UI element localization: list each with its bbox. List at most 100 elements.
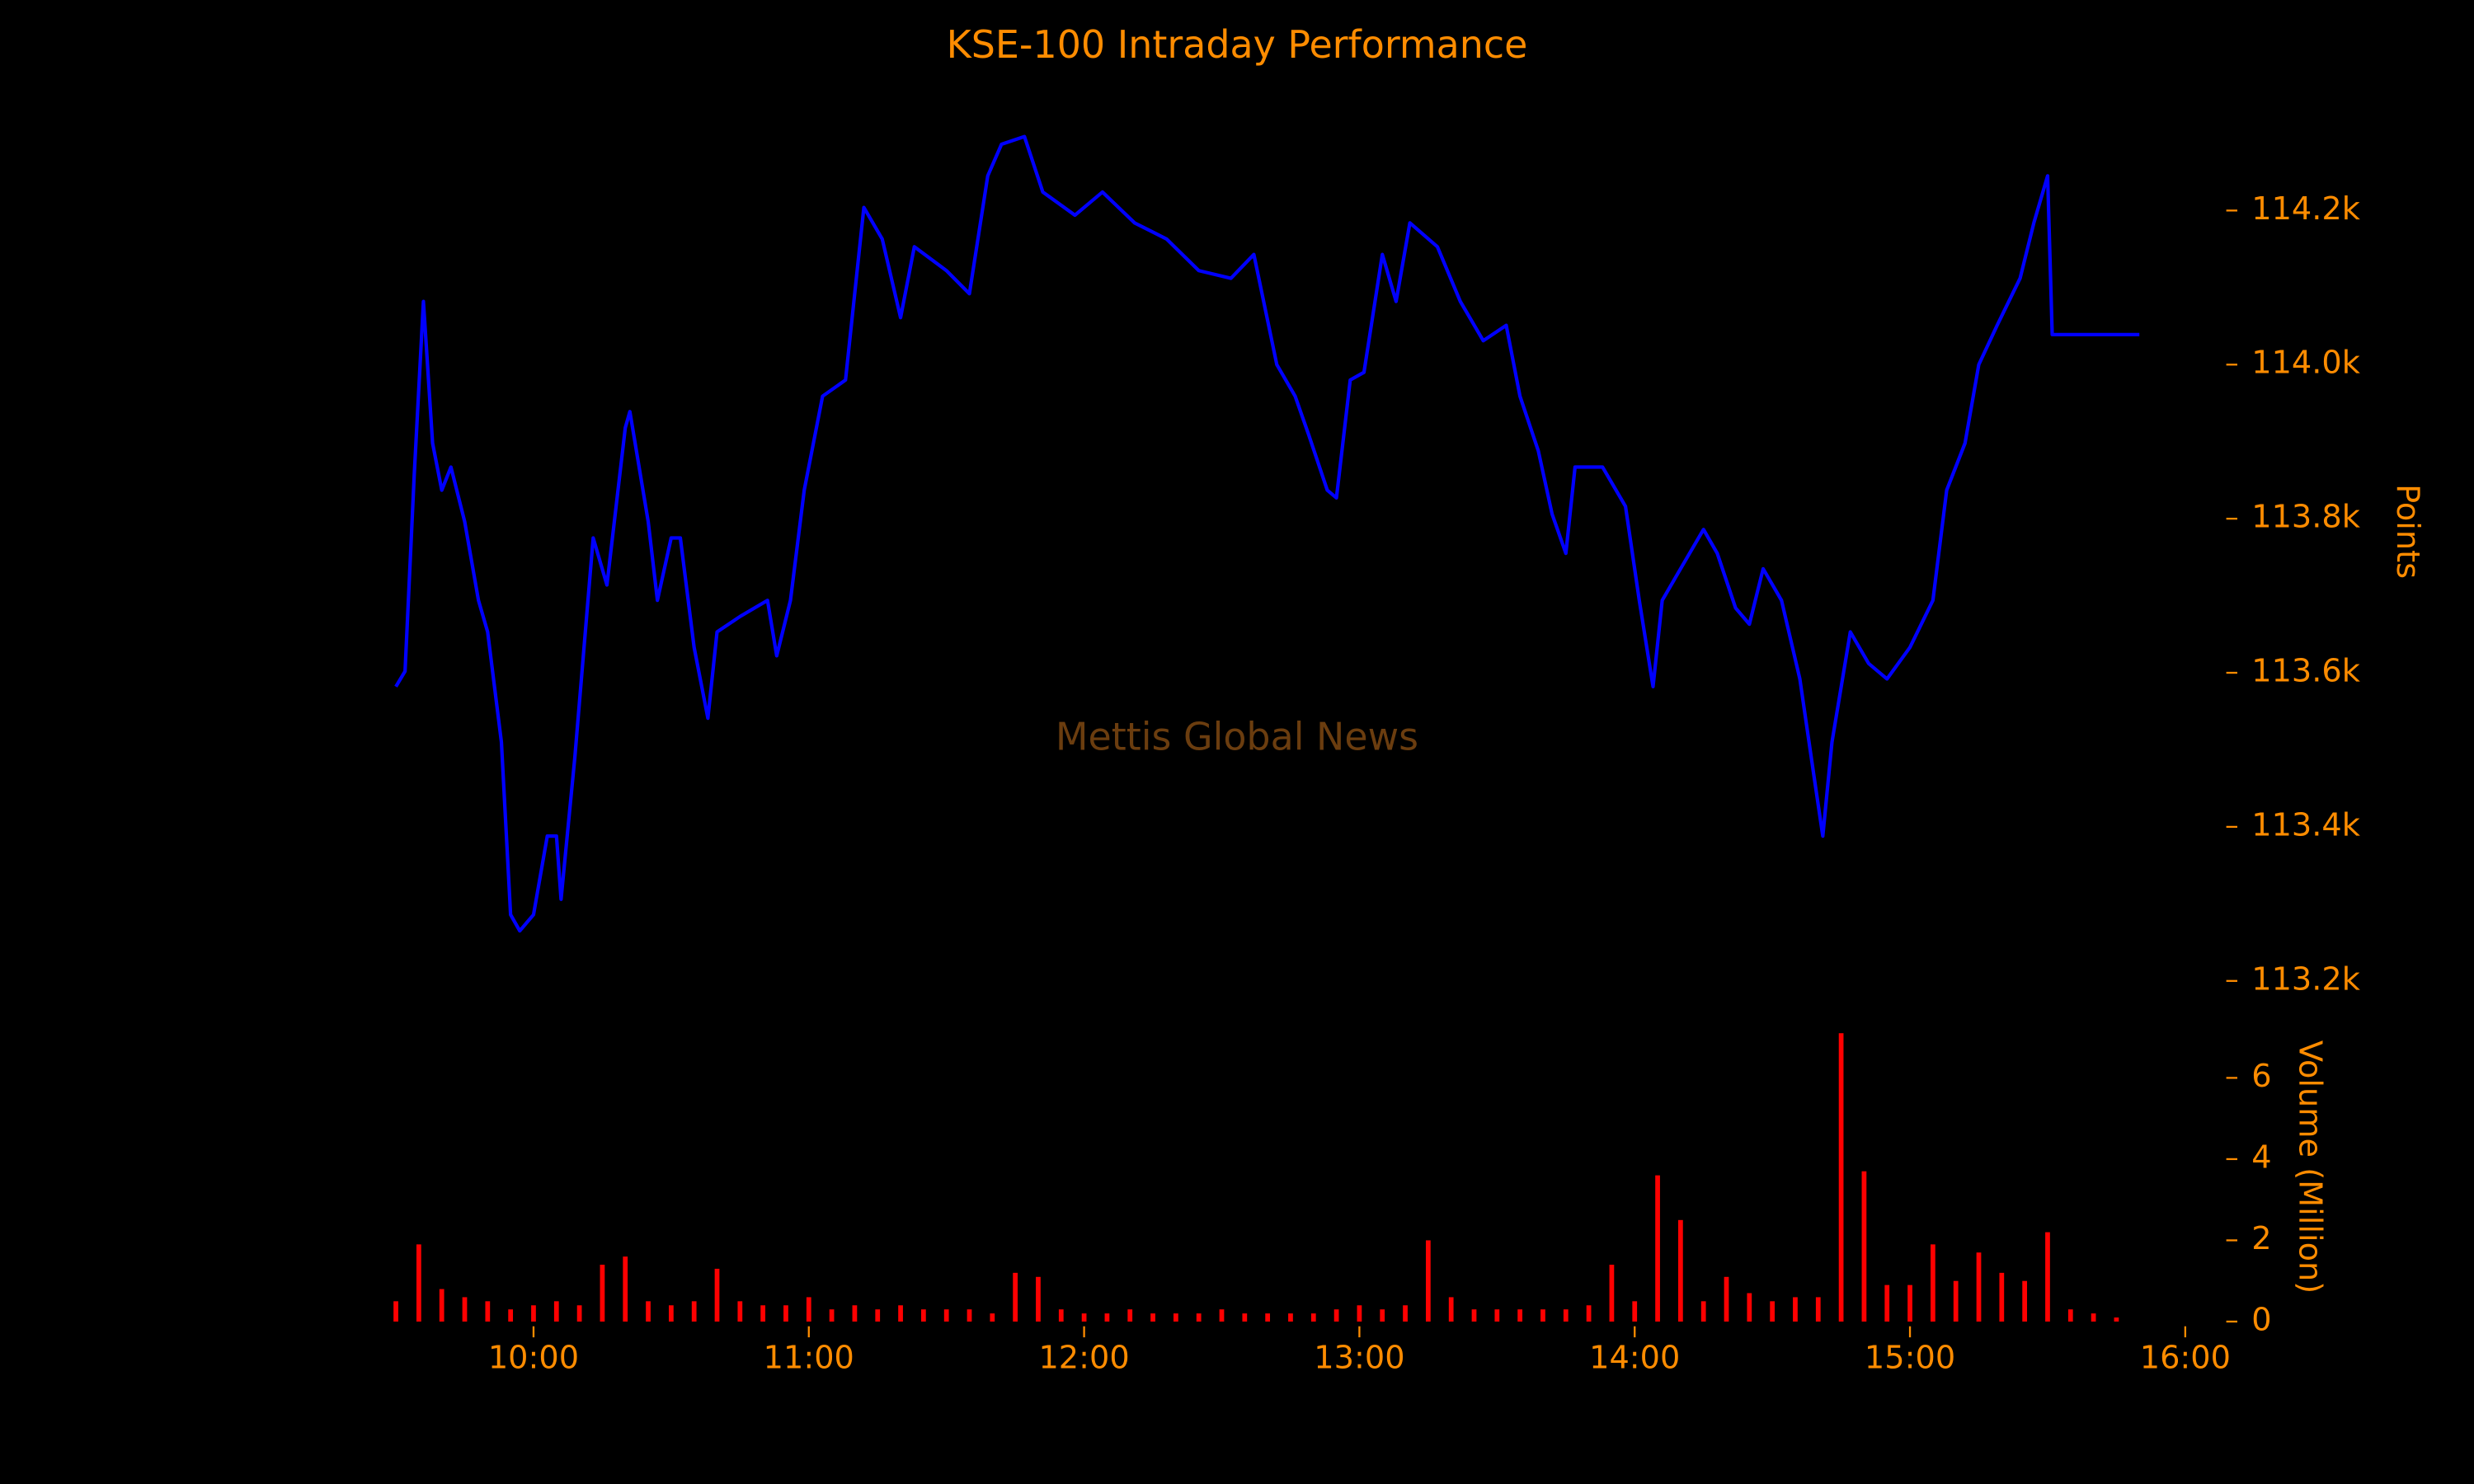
volume-bar [1770,1301,1776,1322]
volume-bar [1517,1309,1523,1322]
volume-bar [2114,1317,2119,1322]
volume-bar [1448,1297,1454,1322]
volume-bar [1931,1244,1935,1322]
volume-bar [1907,1284,1912,1322]
volume-bar [1288,1313,1293,1322]
volume-bar [576,1305,582,1322]
volume-bar [1586,1305,1592,1322]
volume-bar [1540,1309,1545,1322]
volume-bar [2022,1280,2028,1322]
y-tick-label: 113.4k [2251,806,2361,843]
volume-bar [1609,1265,1615,1322]
volume-bar [1747,1293,1752,1322]
volume-bar [714,1268,720,1322]
x-tick-label: 13:00 [1314,1339,1404,1376]
volume-bar [1127,1309,1133,1322]
volume-bar [1403,1305,1408,1322]
volume-bar [875,1309,881,1322]
volume-bar [1494,1309,1500,1322]
y-tick-label: 114.0k [2251,345,2361,382]
volume-bar [2045,1232,2050,1322]
volume-bar [669,1305,674,1322]
volume-bar [1265,1313,1271,1322]
volume-bar [531,1305,536,1322]
volume-bar [1380,1309,1385,1322]
chart-title: KSE-100 Intraday Performance [947,22,1528,67]
volume-bar [1976,1252,1982,1322]
volume-bar [1724,1276,1729,1322]
y-axis-label: Volume (Million) [2292,1040,2329,1294]
volume-bar [691,1301,697,1322]
volume-bar [1196,1313,1202,1322]
volume-bar [967,1309,972,1322]
volume-bar [737,1301,743,1322]
volume-bar [1655,1175,1660,1322]
volume-bar [1838,1033,1844,1322]
y-tick-label: 113.2k [2251,960,2361,998]
volume-bar [1219,1309,1225,1322]
volume-bar [1563,1309,1569,1322]
volume-bar [553,1301,559,1322]
y-tick-label: 6 [2251,1058,2271,1095]
volume-bar [1793,1297,1798,1322]
y-tick-label: 114.2k [2251,190,2361,228]
volume-bar [600,1265,605,1322]
volume-bar [1700,1301,1706,1322]
y-axis-label: Points [2389,484,2426,579]
volume-bar [1013,1272,1018,1322]
volume-bar [806,1297,811,1322]
y-tick-label: 4 [2251,1139,2271,1176]
price-line [394,134,2140,933]
volume-bar [1884,1284,1890,1322]
volume-bar [1104,1313,1110,1322]
volume-bar [783,1305,788,1322]
y-tick-label: 2 [2251,1220,2271,1257]
volume-bar [393,1301,398,1322]
volume-bar [1357,1305,1362,1322]
volume-bar [508,1309,514,1322]
volume-bar [1861,1171,1867,1322]
x-tick-label: 10:00 [488,1339,579,1376]
x-tick-label: 14:00 [1589,1339,1680,1376]
volume-bar [829,1309,835,1322]
volume-bar [898,1305,903,1322]
volume-bar [1426,1240,1431,1322]
volume-bar [1150,1313,1155,1322]
volume-bar [2091,1313,2096,1322]
volume-bar [1815,1297,1821,1322]
volume-bar [1333,1309,1339,1322]
volume-bar [1242,1313,1248,1322]
volume-bar [1174,1313,1178,1322]
volume-bar [2067,1309,2073,1322]
volume-bar [623,1256,628,1322]
volume-bar [921,1309,926,1322]
volume-bar [1632,1301,1638,1322]
volume-bar [1953,1280,1959,1322]
volume-bar [416,1244,421,1322]
x-tick-label: 16:00 [2140,1339,2231,1376]
x-tick-label: 11:00 [764,1339,854,1376]
volume-bar [1310,1313,1316,1322]
volume-bar [1081,1313,1087,1322]
y-tick-label: 113.8k [2251,499,2361,536]
x-tick-label: 12:00 [1038,1339,1129,1376]
volume-bar [485,1301,491,1322]
volume-bar [943,1309,949,1322]
x-tick-label: 15:00 [1865,1339,1955,1376]
volume-bar [852,1305,858,1322]
volume-bar [462,1297,468,1322]
volume-bar [760,1305,766,1322]
volume-bar [439,1289,444,1322]
volume-bar [1471,1309,1477,1322]
y-tick-label: 113.6k [2251,653,2361,690]
volume-bar [1036,1276,1041,1322]
volume-bar [990,1313,995,1322]
volume-bar [1999,1272,2005,1322]
volume-bar [1678,1219,1683,1322]
volume-bar [1058,1309,1064,1322]
watermark: Mettis Global News [1056,715,1418,759]
y-tick-label: 0 [2251,1301,2271,1338]
